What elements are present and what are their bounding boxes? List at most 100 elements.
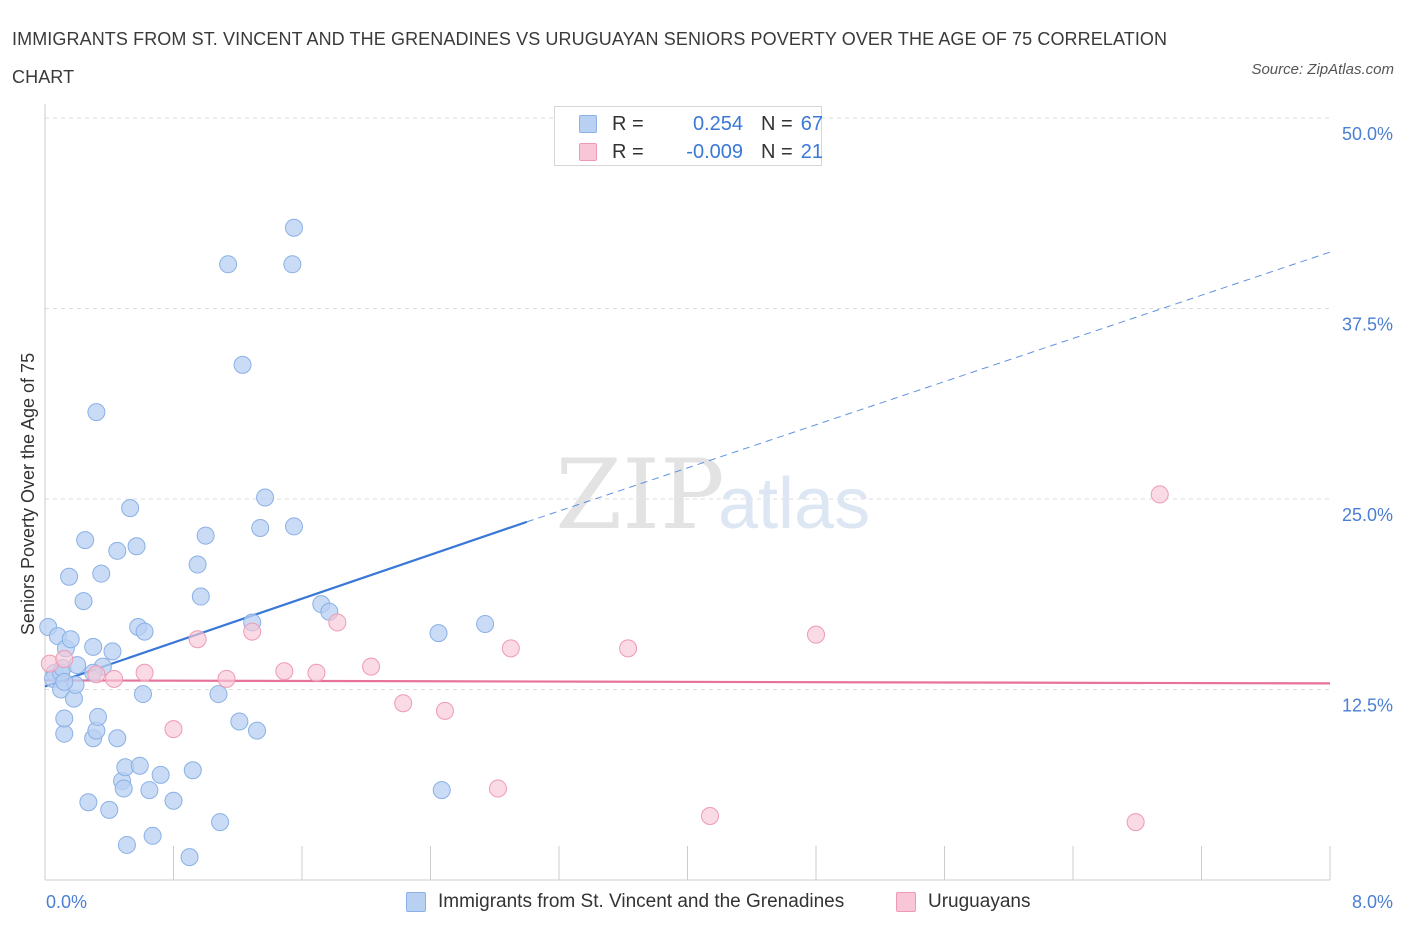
data-point-uruguayans xyxy=(87,665,106,684)
y-tick-labels: 12.5% 25.0% 37.5% 50.0% xyxy=(1342,124,1393,716)
series-legend: Immigrants from St. Vincent and the Gren… xyxy=(0,888,1406,916)
data-point-immigrants xyxy=(55,672,74,691)
data-point-immigrants xyxy=(135,622,154,641)
data-point-uruguayans xyxy=(328,613,347,632)
data-point-immigrants xyxy=(55,709,74,728)
legend-r-label: R = xyxy=(612,113,644,135)
data-point-immigrants xyxy=(100,800,119,819)
data-point-immigrants xyxy=(230,712,249,731)
legend-r-value: -0.009 xyxy=(686,141,743,163)
data-point-immigrants xyxy=(432,781,451,800)
y-tick-label: 25.0% xyxy=(1342,505,1393,525)
watermark-zip: ZIP xyxy=(555,439,724,551)
points-uruguayans xyxy=(40,485,1169,832)
x-tick-label: 8.0% xyxy=(1352,892,1393,912)
data-point-immigrants xyxy=(87,403,106,422)
gridlines xyxy=(45,117,1330,690)
data-point-immigrants xyxy=(211,813,230,832)
data-point-immigrants xyxy=(130,756,149,775)
data-point-uruguayans xyxy=(700,806,719,825)
data-point-immigrants xyxy=(60,567,79,586)
axes xyxy=(44,104,1331,881)
data-point-uruguayans xyxy=(105,669,124,688)
legend-swatch-blue xyxy=(579,115,597,133)
data-point-uruguayans xyxy=(188,630,207,649)
stats-legend: R = 0.254 N = 67 R = -0.009 N = 21 xyxy=(554,106,823,166)
data-point-immigrants xyxy=(183,761,202,780)
source-note: Source: ZipAtlas.com xyxy=(1251,61,1394,78)
points-immigrants xyxy=(39,218,495,867)
legend-n-label: N = xyxy=(761,141,793,163)
data-point-uruguayans xyxy=(275,662,294,681)
data-point-uruguayans xyxy=(619,639,638,658)
data-point-immigrants xyxy=(476,614,495,633)
data-point-immigrants xyxy=(191,587,210,606)
data-point-immigrants xyxy=(133,685,152,704)
y-tick-label: 12.5% xyxy=(1342,696,1393,716)
legend-n-value: 67 xyxy=(800,113,823,135)
data-point-uruguayans xyxy=(807,625,825,644)
y-tick-label: 37.5% xyxy=(1342,315,1393,335)
data-point-immigrants xyxy=(89,707,108,726)
data-point-immigrants xyxy=(117,835,136,854)
trend-lines xyxy=(44,251,1331,688)
data-point-immigrants xyxy=(188,555,207,574)
data-point-immigrants xyxy=(251,518,270,537)
data-point-uruguayans xyxy=(55,650,74,669)
legend-r-value: 0.254 xyxy=(692,113,743,135)
y-axis-label: Seniors Poverty Over the Age of 75 xyxy=(18,353,38,635)
data-point-immigrants xyxy=(248,721,267,740)
data-point-immigrants xyxy=(108,729,127,748)
series-swatch-blue xyxy=(406,892,426,912)
data-point-immigrants xyxy=(108,541,127,560)
trend-line-immigrants xyxy=(44,520,528,688)
data-point-immigrants xyxy=(196,526,215,545)
data-point-uruguayans xyxy=(1150,485,1169,504)
x-tick-labels: 0.0% 8.0% xyxy=(46,892,1393,912)
data-point-immigrants xyxy=(284,218,303,237)
trend-line-immigrants-extension xyxy=(526,251,1331,523)
data-point-immigrants xyxy=(76,531,95,550)
data-point-immigrants xyxy=(219,255,238,274)
data-point-immigrants xyxy=(114,779,133,798)
series-legend-label: Uruguayans xyxy=(928,891,1031,912)
legend-n-label: N = xyxy=(761,113,793,135)
data-point-immigrants xyxy=(209,685,228,704)
data-point-immigrants xyxy=(140,781,159,800)
data-point-immigrants xyxy=(164,791,183,810)
data-point-immigrants xyxy=(121,499,140,518)
data-point-immigrants xyxy=(74,592,93,611)
data-point-immigrants xyxy=(429,624,448,643)
data-point-uruguayans xyxy=(164,720,183,739)
legend-swatch-pink xyxy=(579,143,597,161)
data-point-immigrants xyxy=(79,793,98,812)
data-point-immigrants xyxy=(284,517,303,536)
data-point-immigrants xyxy=(127,537,146,556)
data-point-immigrants xyxy=(84,637,103,656)
data-point-immigrants xyxy=(233,355,252,374)
data-point-uruguayans xyxy=(1126,813,1145,832)
data-point-uruguayans xyxy=(362,657,381,676)
series-swatch-pink xyxy=(896,892,916,912)
data-point-immigrants xyxy=(103,642,122,661)
data-point-immigrants xyxy=(143,826,162,845)
data-point-uruguayans xyxy=(307,663,326,682)
y-tick-label: 50.0% xyxy=(1342,124,1393,144)
data-point-immigrants xyxy=(180,848,199,867)
data-point-immigrants xyxy=(151,765,170,784)
legend-n-value: 21 xyxy=(800,141,823,163)
data-point-uruguayans xyxy=(217,669,236,688)
data-point-uruguayans xyxy=(243,622,262,641)
series-legend-label: Immigrants from St. Vincent and the Gren… xyxy=(438,891,845,912)
data-point-immigrants xyxy=(256,488,275,507)
data-point-uruguayans xyxy=(394,694,413,713)
chart-title: IMMIGRANTS FROM ST. VINCENT AND THE GREN… xyxy=(12,29,1168,87)
data-point-immigrants xyxy=(55,724,74,743)
data-point-immigrants xyxy=(61,630,80,649)
data-point-immigrants xyxy=(283,255,302,274)
data-point-immigrants xyxy=(92,564,111,583)
watermark-atlas: atlas xyxy=(718,464,870,544)
data-point-uruguayans xyxy=(435,701,454,720)
data-point-uruguayans xyxy=(135,663,154,682)
